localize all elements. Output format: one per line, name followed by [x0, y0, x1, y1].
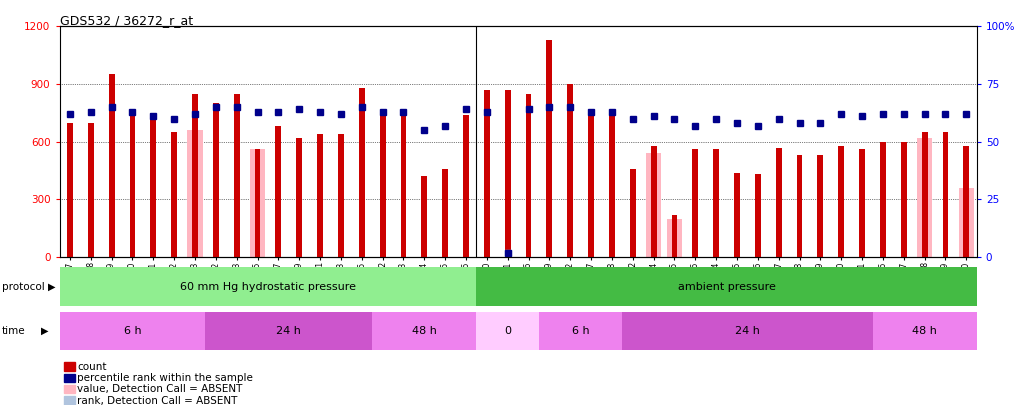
Bar	[359, 88, 364, 257]
Bar	[818, 155, 823, 257]
Bar	[380, 113, 386, 257]
Bar	[254, 149, 261, 257]
Bar	[609, 111, 615, 257]
Bar	[650, 145, 657, 257]
Bar	[422, 177, 427, 257]
Bar	[963, 145, 970, 257]
Bar	[539, 312, 623, 350]
Bar	[275, 126, 281, 257]
Bar	[880, 142, 885, 257]
Text: 6 h: 6 h	[124, 326, 142, 336]
Bar	[901, 142, 907, 257]
Bar	[60, 267, 476, 306]
Bar	[588, 113, 594, 257]
Text: percentile rank within the sample: percentile rank within the sample	[77, 373, 252, 383]
Bar	[567, 84, 574, 257]
Bar	[645, 153, 662, 257]
Text: GDS532 / 36272_r_at: GDS532 / 36272_r_at	[60, 14, 193, 27]
Bar	[667, 219, 682, 257]
Bar	[776, 147, 782, 257]
Bar	[943, 132, 948, 257]
Text: rank, Detection Call = ABSENT: rank, Detection Call = ABSENT	[77, 396, 237, 405]
Bar	[171, 132, 177, 257]
Bar	[872, 312, 977, 350]
Text: time: time	[2, 326, 26, 336]
Bar	[623, 312, 872, 350]
Bar	[484, 90, 489, 257]
Bar	[525, 94, 531, 257]
Bar	[192, 94, 198, 257]
Bar	[672, 215, 677, 257]
Text: ▶: ▶	[48, 281, 55, 292]
Text: ambient pressure: ambient pressure	[677, 281, 776, 292]
Bar	[151, 113, 156, 257]
Bar	[630, 168, 636, 257]
Bar	[67, 122, 73, 257]
Text: 0: 0	[504, 326, 511, 336]
Text: 6 h: 6 h	[571, 326, 590, 336]
Bar	[547, 40, 552, 257]
Text: value, Detection Call = ABSENT: value, Detection Call = ABSENT	[77, 384, 242, 394]
Bar	[921, 132, 928, 257]
Bar	[505, 90, 511, 257]
Text: 48 h: 48 h	[912, 326, 937, 336]
Bar	[476, 312, 539, 350]
Text: 24 h: 24 h	[276, 326, 302, 336]
Bar	[476, 267, 977, 306]
Bar	[234, 94, 240, 257]
Bar	[338, 134, 344, 257]
Bar	[796, 155, 802, 257]
Bar	[213, 103, 219, 257]
Bar	[400, 115, 406, 257]
Text: protocol: protocol	[2, 281, 45, 292]
Bar	[734, 173, 740, 257]
Text: count: count	[77, 362, 107, 371]
Bar	[129, 113, 135, 257]
Bar	[693, 149, 699, 257]
Bar	[755, 175, 761, 257]
Text: 48 h: 48 h	[411, 326, 437, 336]
Bar	[109, 75, 115, 257]
Bar	[297, 138, 303, 257]
Bar	[958, 188, 974, 257]
Bar	[88, 122, 93, 257]
Bar	[249, 149, 266, 257]
Bar	[463, 115, 469, 257]
Bar	[917, 138, 933, 257]
Bar	[317, 134, 323, 257]
Bar	[859, 149, 865, 257]
Bar	[187, 130, 203, 257]
Text: 60 mm Hg hydrostatic pressure: 60 mm Hg hydrostatic pressure	[180, 281, 356, 292]
Text: 24 h: 24 h	[735, 326, 760, 336]
Text: ▶: ▶	[41, 326, 48, 336]
Bar	[713, 149, 719, 257]
Bar	[838, 145, 844, 257]
Bar	[60, 312, 205, 350]
Bar	[372, 312, 476, 350]
Bar	[205, 312, 372, 350]
Bar	[442, 168, 448, 257]
